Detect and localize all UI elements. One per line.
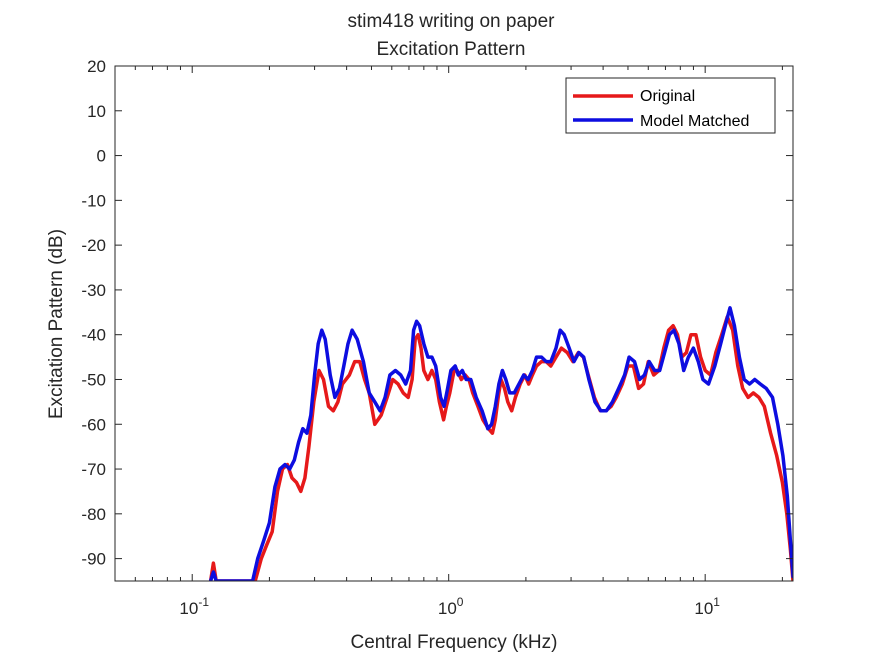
legend-label-original: Original bbox=[640, 88, 695, 105]
chart-subtitle: Excitation Pattern bbox=[377, 39, 526, 60]
plot-area-frame bbox=[114, 65, 794, 582]
y-tick-label: -50 bbox=[81, 370, 106, 389]
x-tick-label: 100 bbox=[438, 595, 464, 618]
y-tick-label: 0 bbox=[97, 147, 106, 166]
y-tick-label: -80 bbox=[81, 505, 106, 524]
legend-label-model-matched: Model Matched bbox=[640, 113, 749, 130]
y-tick-label: -40 bbox=[81, 326, 106, 345]
y-tick-label: -10 bbox=[81, 191, 106, 210]
y-tick-label: -20 bbox=[81, 236, 106, 255]
y-tick-label: -60 bbox=[81, 415, 106, 434]
series-line-model-matched bbox=[208, 306, 793, 581]
y-tick-label: 10 bbox=[87, 102, 106, 121]
y-tick-label: -70 bbox=[81, 460, 106, 479]
series-layer bbox=[208, 306, 793, 581]
series-line-original bbox=[208, 315, 793, 581]
y-tick-label: -30 bbox=[81, 281, 106, 300]
chart-title: stim418 writing on paper bbox=[348, 11, 556, 32]
y-tick-label: -90 bbox=[81, 550, 106, 569]
y-tick-label: 20 bbox=[87, 57, 106, 76]
y-axis-label: Excitation Pattern (dB) bbox=[46, 229, 67, 419]
x-tick-labels: 10-1 100 101 bbox=[179, 595, 720, 618]
legend: Original Model Matched bbox=[565, 77, 776, 134]
y-tick-labels: 20 10 0 -10 -20 -30 -40 -50 -60 -70 -80 -90 bbox=[81, 57, 106, 569]
x-tick-label: 101 bbox=[694, 595, 720, 618]
x-tick-label: 10-1 bbox=[179, 595, 209, 618]
x-axis-label: Central Frequency (kHz) bbox=[351, 632, 558, 653]
legend-box bbox=[565, 77, 776, 134]
